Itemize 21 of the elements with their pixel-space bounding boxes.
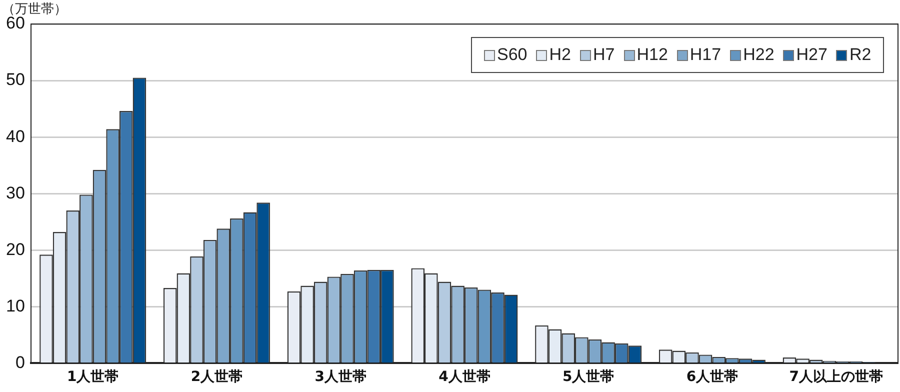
x-tick-label: 2人世帯	[190, 369, 243, 386]
x-tick-label: 6人世帯	[686, 369, 738, 386]
y-tick-label: 50	[6, 70, 25, 90]
y-tick-label: 40	[6, 126, 25, 146]
y-tick-label: 30	[6, 183, 25, 202]
x-tick-label: 4人世帯	[438, 369, 490, 386]
y-tick-label: 0	[15, 352, 25, 372]
legend-label: H12	[636, 45, 668, 65]
legend-label: R2	[849, 45, 872, 65]
legend-label: H2	[549, 45, 571, 65]
legend-label: H7	[592, 45, 615, 65]
legend-label: H27	[796, 45, 828, 65]
x-tick-label: 7人以上の世帯	[789, 369, 883, 386]
legend-label: H22	[743, 45, 774, 65]
legend-label: S60	[497, 45, 528, 65]
x-tick-label: 5人世帯	[562, 369, 614, 386]
y-tick-label: 20	[6, 240, 25, 259]
y-tick-label: 10	[6, 296, 25, 316]
x-tick-label: 1人世帯	[66, 369, 119, 386]
legend-label: H17	[690, 45, 722, 65]
x-tick-label: 3人世帯	[314, 369, 366, 386]
